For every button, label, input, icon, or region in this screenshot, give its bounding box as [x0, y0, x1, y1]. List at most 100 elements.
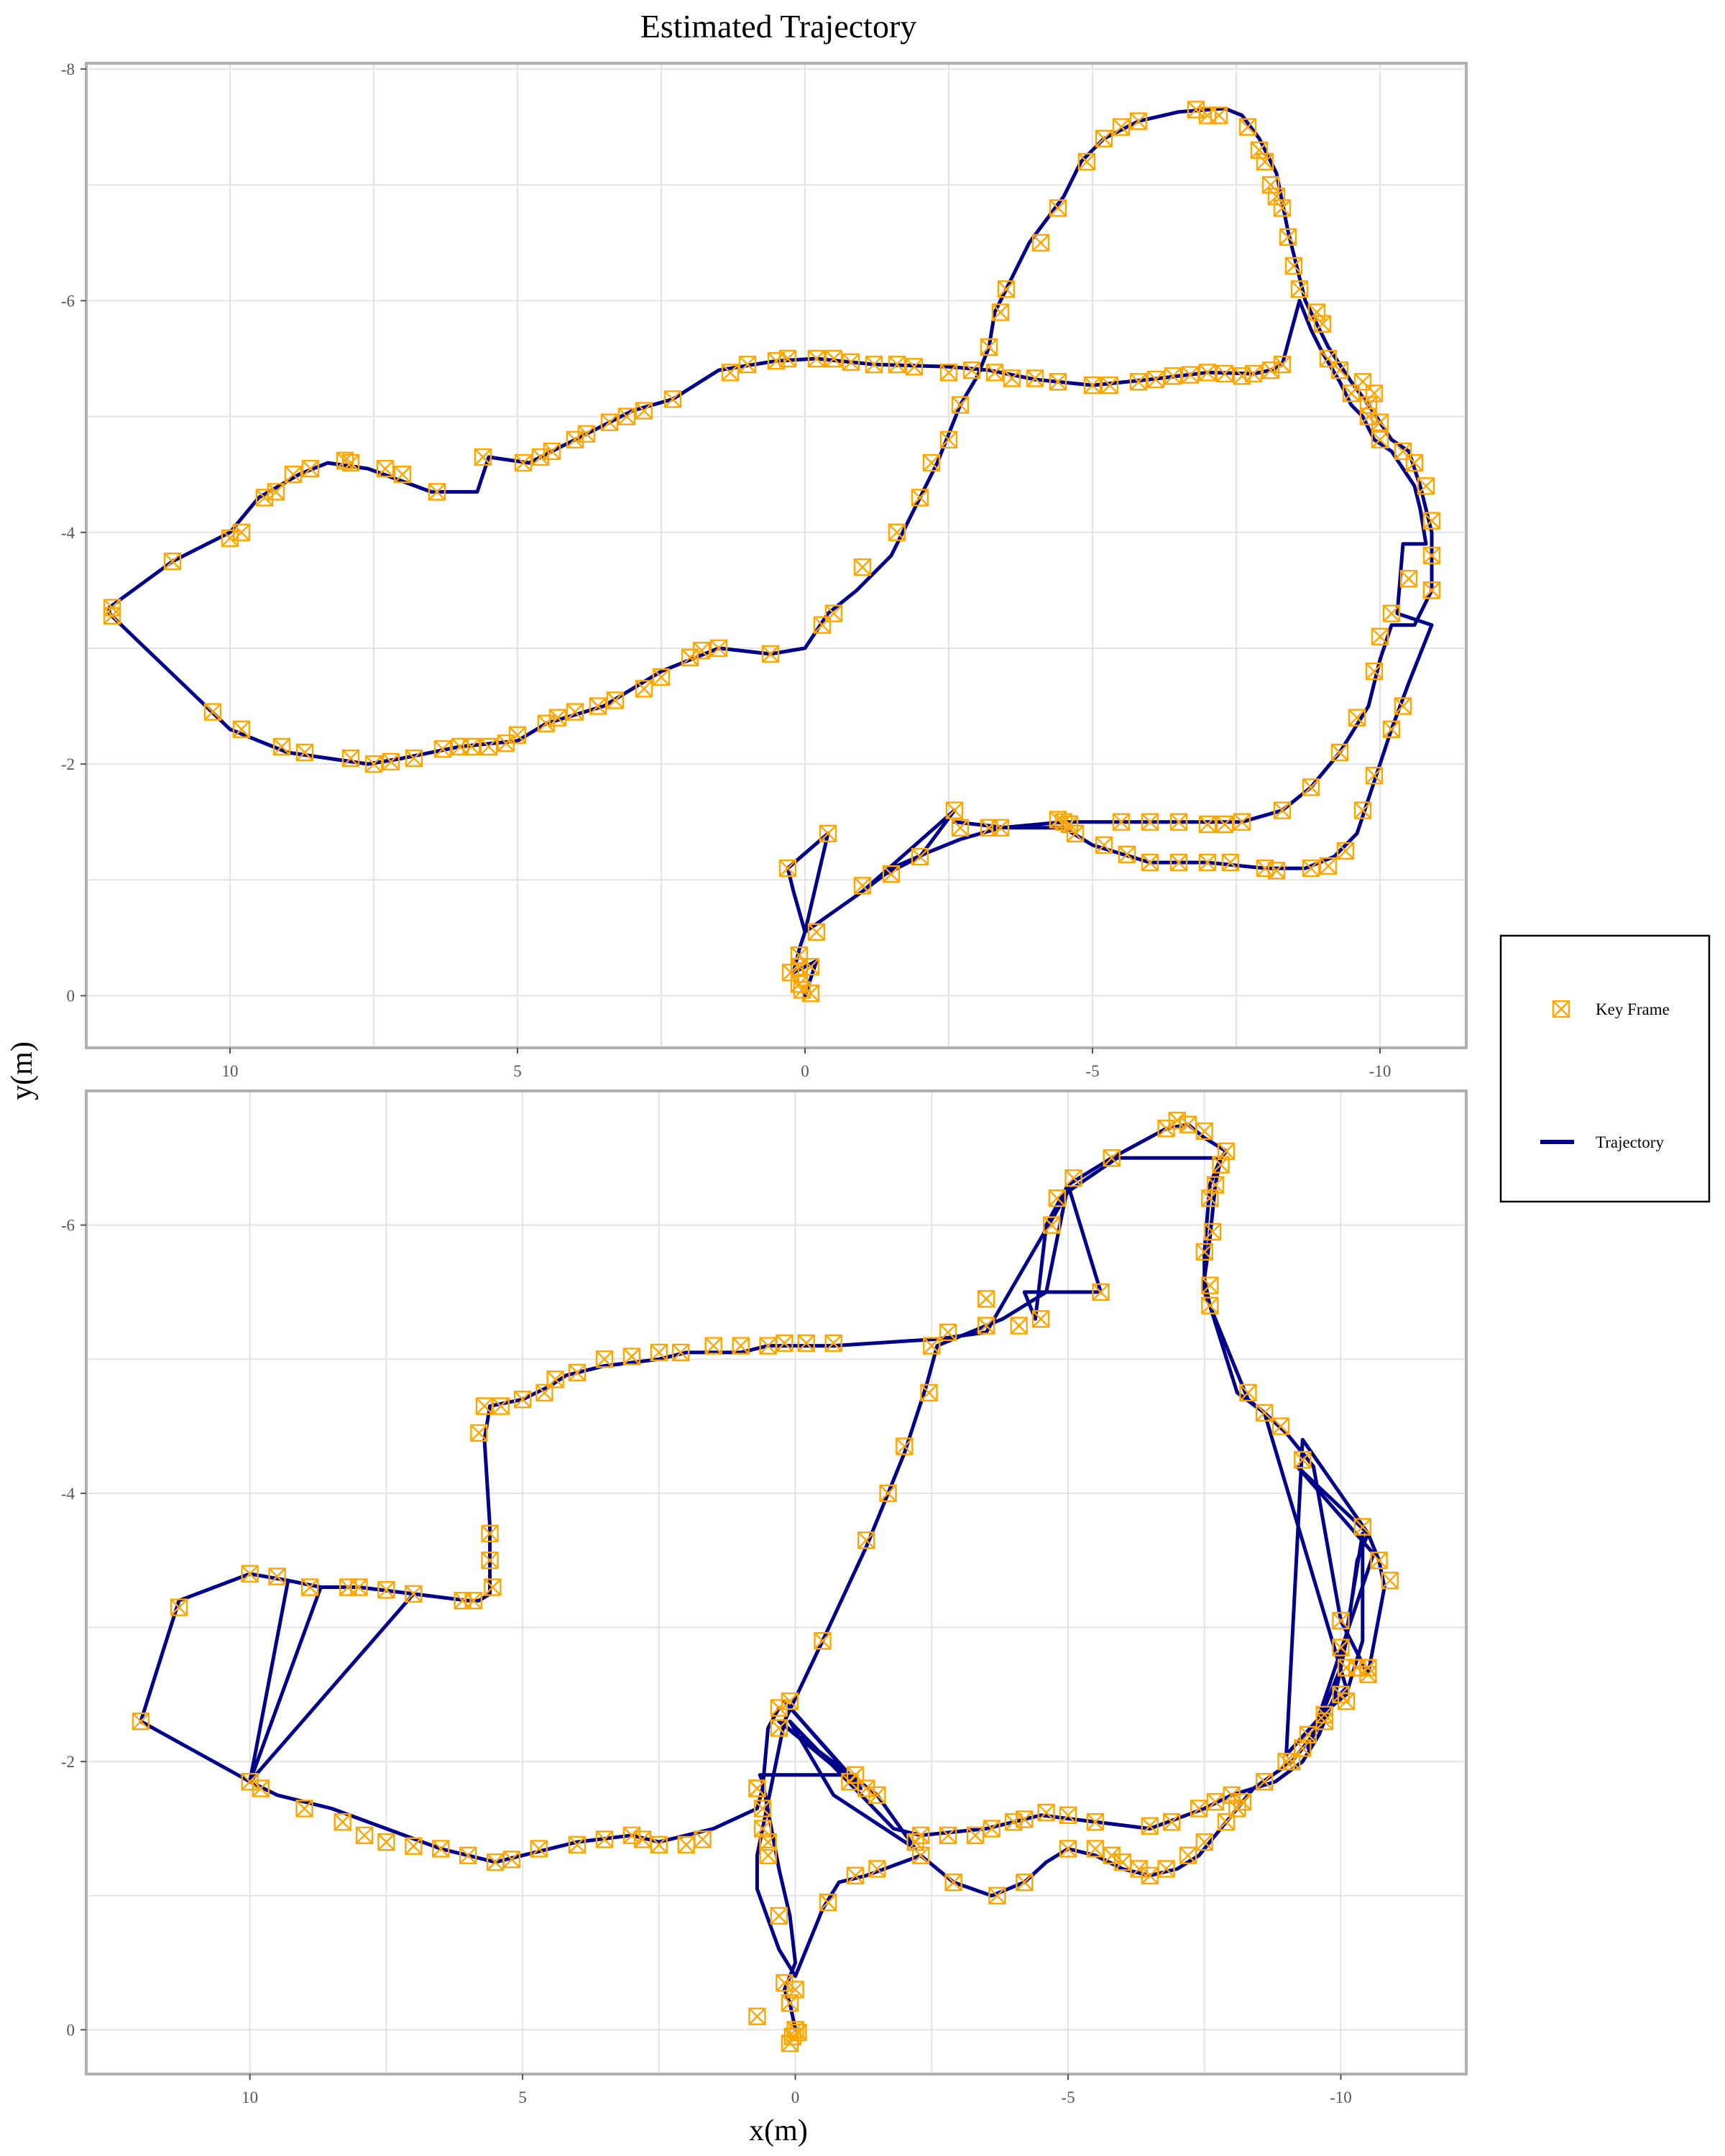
legend-key-frame-label: Key Frame: [1596, 1000, 1670, 1018]
key-frame-marker: [481, 1552, 499, 1570]
key-frame-marker: [1365, 662, 1384, 681]
key-frame-marker: [577, 425, 596, 443]
key-frame-marker: [778, 349, 797, 368]
key-frame-marker: [1157, 1120, 1175, 1138]
key-frame-marker: [232, 720, 251, 738]
key-frame-marker: [405, 749, 423, 768]
key-frame-marker: [923, 1337, 941, 1355]
key-frame-marker: [454, 1591, 472, 1610]
key-frame-markers: [132, 1111, 1399, 2053]
key-frame-marker: [721, 364, 740, 382]
key-frame-marker: [951, 396, 970, 414]
key-frame-marker: [888, 355, 906, 374]
key-frame-marker: [879, 1484, 897, 1503]
y-tick-label: -8: [61, 60, 75, 78]
key-frame-marker: [405, 1585, 423, 1603]
key-frame-marker: [1353, 801, 1372, 819]
key-frame-marker: [1203, 1222, 1222, 1241]
key-frame-marker: [1422, 512, 1441, 530]
key-frame-marker: [991, 819, 1010, 837]
x-tick-label: 0: [791, 2088, 800, 2106]
key-frame-marker: [1206, 1176, 1225, 1194]
key-frame-marker: [1141, 813, 1159, 831]
key-frame-marker: [255, 489, 274, 507]
key-frame-marker: [1399, 570, 1418, 588]
key-frame-marker: [1359, 407, 1378, 425]
key-frame-marker: [1370, 1552, 1388, 1570]
key-frame-marker: [432, 1840, 450, 1858]
y-tick-label: 0: [67, 2021, 75, 2039]
key-frame-marker: [1059, 1806, 1077, 1825]
key-frame-marker: [1103, 1846, 1121, 1864]
key-frame-marker: [1112, 813, 1131, 831]
key-frame-marker: [376, 459, 395, 478]
key-frame-marker: [1381, 1572, 1399, 1590]
key-frame-marker: [568, 1835, 586, 1854]
key-frame-marker: [433, 740, 452, 758]
key-frame-marker: [1054, 813, 1073, 831]
key-frame-marker: [1157, 1860, 1175, 1878]
key-frame-marker: [1273, 355, 1292, 374]
key-frame-marker: [781, 1692, 799, 1710]
key-frame-marker: [770, 1719, 788, 1737]
key-frame-marker: [985, 364, 1004, 382]
key-frame-marker: [1294, 1451, 1312, 1469]
key-frame-marker: [513, 1391, 532, 1409]
panel-border: [85, 1089, 1468, 2076]
key-frame-marker: [911, 489, 929, 507]
key-frame-marker: [1359, 1665, 1377, 1684]
key-frame-marker: [807, 923, 826, 941]
key-frame-marker: [1169, 853, 1188, 872]
key-frame-marker: [681, 648, 699, 667]
y-tick-label: -4: [61, 524, 75, 542]
key-frame-marker: [514, 453, 533, 472]
key-frame-marker: [595, 1350, 614, 1368]
key-frame-marker: [451, 737, 469, 756]
key-frame-marker: [819, 824, 837, 843]
key-frame-marker: [1271, 1417, 1290, 1435]
key-frame-marker: [377, 1833, 395, 1851]
key-frame-marker: [1233, 813, 1251, 831]
key-frame-marker: [1371, 627, 1389, 646]
key-frame-marker: [692, 641, 711, 660]
key-frame-marker: [1382, 720, 1401, 738]
key-frame-marker: [738, 355, 757, 374]
key-frame-marker: [846, 1866, 865, 1884]
key-frame-marker: [939, 364, 958, 382]
key-frame-marker: [842, 353, 860, 372]
panel-top-plot: 10 5 0 -5 -10 -8 -6 -4 -2 0: [61, 60, 1468, 1080]
key-frame-marker: [761, 645, 780, 663]
key-frame-marker: [241, 1772, 259, 1791]
key-frame-marker: [911, 1846, 930, 1864]
x-tick-label: 5: [518, 2088, 527, 2106]
x-tick-label: 10: [242, 2088, 258, 2106]
key-frame-marker: [382, 752, 400, 771]
key-frame-marker: [595, 1830, 614, 1848]
key-frame-marker: [568, 1363, 586, 1382]
trajectory-line: [107, 106, 1434, 998]
key-frame-marker: [405, 1837, 423, 1855]
key-frame-marker: [868, 1786, 886, 1805]
key-frame-marker: [284, 465, 303, 484]
key-frame-marker: [1256, 859, 1274, 877]
key-frame-marker: [824, 1334, 842, 1353]
y-tick-label: -2: [61, 755, 75, 773]
key-frame-marker: [789, 2023, 807, 2042]
key-frame-marker: [1049, 373, 1067, 391]
key-frame-marker: [537, 714, 556, 732]
key-frame-marker: [1279, 228, 1297, 246]
x-tick-label: -5: [1061, 2088, 1075, 2106]
key-frame-marker: [1048, 1189, 1067, 1207]
key-frame-marker: [650, 1835, 668, 1854]
key-frame-marker: [1215, 364, 1234, 383]
key-frame-marker: [1233, 367, 1251, 385]
key-frame-marker: [1353, 373, 1372, 391]
key-frame-marker: [1064, 1169, 1082, 1187]
key-frame-marker: [606, 691, 625, 709]
key-frame-marker: [911, 1826, 930, 1844]
key-frame-marker: [1302, 859, 1320, 877]
key-frame-marker: [1059, 1840, 1077, 1858]
key-frame-marker: [267, 483, 285, 501]
key-frame-marker: [980, 338, 998, 356]
